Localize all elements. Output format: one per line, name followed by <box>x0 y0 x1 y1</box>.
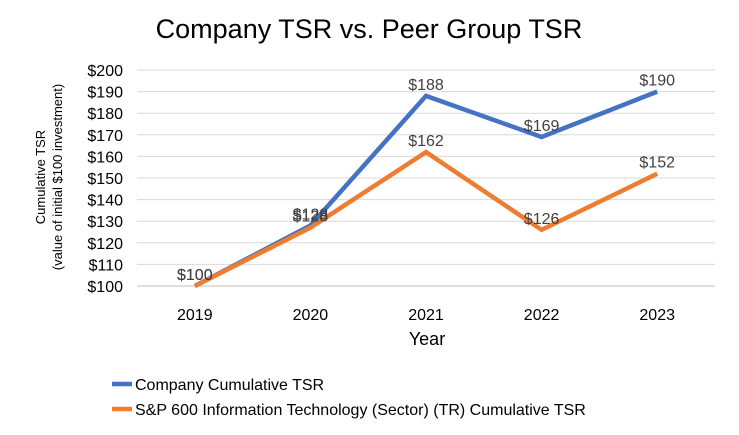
legend: Company Cumulative TSR S&P 600 Informatio… <box>112 377 586 419</box>
data-label: $128 <box>293 209 329 226</box>
data-label: $126 <box>524 211 560 228</box>
series-line-1 <box>193 89 659 288</box>
data-label: $162 <box>408 133 444 150</box>
x-tick-label: 2021 <box>408 307 444 324</box>
legend-entry: S&P 600 Information Technology (Sector) … <box>135 402 586 419</box>
data-label: $188 <box>408 77 444 94</box>
data-label: $169 <box>524 118 560 135</box>
x-axis-ticks: 2019 2020 2021 2022 2023 <box>177 307 675 324</box>
y-tick-label: $190 <box>87 85 123 102</box>
series-line-2 <box>193 149 659 289</box>
series-group <box>193 89 659 289</box>
y-tick-label: $180 <box>87 106 123 123</box>
y-tick-label: $140 <box>87 193 123 210</box>
x-tick-label: 2019 <box>177 307 213 324</box>
data-labels: $100$128$162$126$152$100$128$188$169$190 <box>177 73 675 284</box>
y-tick-label: $160 <box>87 149 123 166</box>
x-tick-label: 2022 <box>524 307 560 324</box>
data-label: $100 <box>177 267 213 284</box>
y-tick-label: $170 <box>87 128 123 145</box>
y-axis-label-line1: Cumulative TSR <box>33 130 48 224</box>
y-tick-label: $200 <box>87 63 123 80</box>
y-tick-label: $130 <box>87 214 123 231</box>
chart-title: Company TSR vs. Peer Group TSR <box>156 14 583 44</box>
legend-entry: Company Cumulative TSR <box>135 377 324 394</box>
x-tick-label: 2023 <box>639 307 675 324</box>
x-tick-label: 2020 <box>293 307 329 324</box>
y-axis-label-line2: (value of initial $100 investment) <box>50 84 65 270</box>
y-tick-label: $150 <box>87 171 123 188</box>
y-tick-label: $110 <box>89 257 124 274</box>
y-tick-label: $100 <box>87 279 123 296</box>
data-label: $152 <box>639 155 675 172</box>
data-label: $100 <box>177 267 213 284</box>
data-label: $190 <box>639 73 675 90</box>
data-label: $128 <box>293 207 329 224</box>
y-axis-ticks: $100 $110 $120 $130 $140 $150 $160 $170 $180 $190… <box>87 63 123 296</box>
x-axis-label: Year <box>409 329 445 349</box>
y-tick-label: $120 <box>87 236 123 253</box>
